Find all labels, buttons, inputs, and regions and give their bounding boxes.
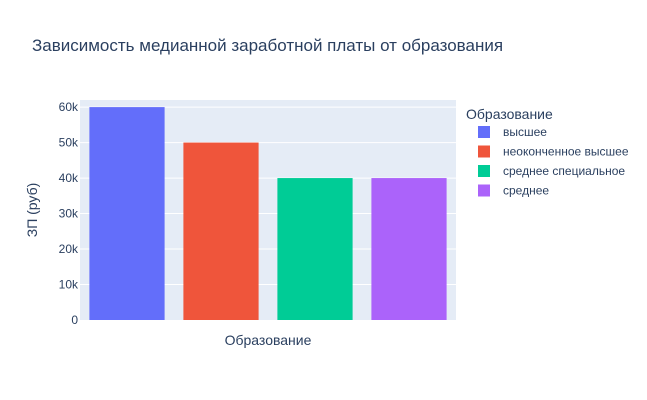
y-tick-label: 0 bbox=[71, 313, 78, 327]
legend-item-label: среднее специальное bbox=[503, 164, 625, 178]
y-tick-label: 50k bbox=[59, 136, 79, 150]
y-tick-label: 10k bbox=[59, 278, 79, 292]
legend-swatch bbox=[478, 165, 490, 177]
y-axis-label: ЗП (руб) bbox=[24, 183, 40, 238]
legend-item-label: среднее bbox=[503, 184, 549, 198]
bars bbox=[89, 107, 447, 320]
y-tick-label: 30k bbox=[59, 207, 79, 221]
legend-item-label: неоконченное высшее bbox=[503, 145, 629, 159]
y-tick-label: 20k bbox=[59, 242, 79, 256]
bar-2 bbox=[183, 142, 259, 320]
legend-items: высшее неоконченное высшее среднее специал… bbox=[478, 125, 629, 198]
y-tick-label: 40k bbox=[59, 171, 79, 185]
bar-3 bbox=[277, 178, 353, 320]
legend-swatch bbox=[478, 184, 490, 197]
y-tick-label: 60k bbox=[59, 100, 79, 114]
chart-title: Зависимость медианной заработной платы о… bbox=[32, 36, 503, 55]
bar-1 bbox=[89, 107, 165, 320]
legend-swatch bbox=[478, 145, 490, 158]
legend: Образование высшее неоконченное высшее сре… bbox=[466, 106, 629, 198]
x-axis-label: Образование bbox=[225, 332, 312, 348]
legend-title: Образование bbox=[466, 106, 553, 122]
legend-swatch bbox=[478, 126, 490, 138]
bar-4 bbox=[371, 178, 447, 320]
legend-item-label: высшее bbox=[503, 125, 547, 139]
y-axis-ticks: 0 10k 20k 30k 40k 50k 60k bbox=[59, 100, 79, 327]
